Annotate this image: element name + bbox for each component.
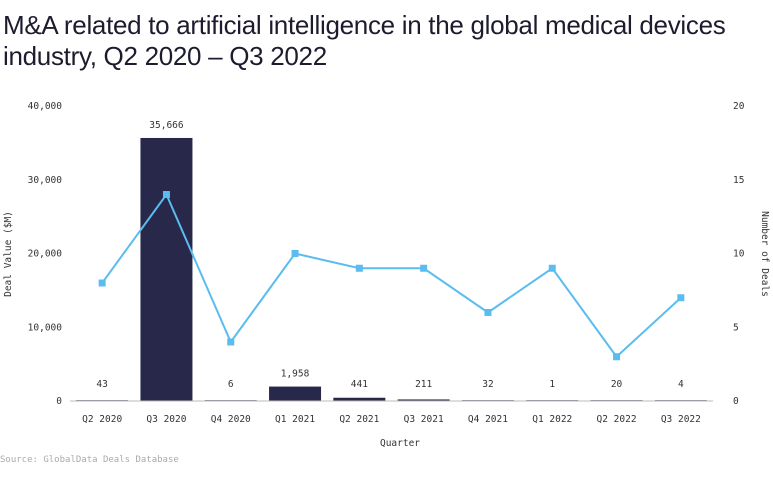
x-tick-label: Q3 2020 <box>146 414 186 425</box>
bar <box>140 137 193 401</box>
deals-point <box>291 250 299 257</box>
deals-point <box>162 191 170 198</box>
y-tick-label: 40,000 <box>28 101 63 112</box>
deals-point <box>420 264 428 272</box>
deals-point <box>613 353 621 361</box>
bar <box>333 397 386 401</box>
deals-point <box>677 294 685 302</box>
bar <box>397 399 450 401</box>
x-tick-label: Q1 2022 <box>532 414 572 425</box>
y-tick-label: 20,000 <box>28 249 63 260</box>
line-series-group <box>98 191 685 361</box>
deals-point <box>227 338 235 346</box>
y-tick-label: 0 <box>56 396 62 407</box>
deals-line <box>101 192 682 359</box>
chart-title: M&A related to artificial intelligence i… <box>3 10 726 71</box>
bar-value-label: 43 <box>96 379 107 390</box>
deals-point <box>548 264 556 272</box>
x-tick-label: Q2 2022 <box>597 414 637 425</box>
bar-value-label: 1,958 <box>281 369 310 380</box>
bar <box>269 386 322 401</box>
x-tick-label: Q3 2021 <box>404 414 444 425</box>
bar-value-label: 211 <box>415 379 432 390</box>
y2-axis-label: Number of Deals <box>759 211 770 297</box>
y-axis-label: Deal Value ($M) <box>3 211 14 297</box>
right-axis-ticks: 0 5 10 15 20 <box>733 101 745 407</box>
bars-group <box>76 137 707 401</box>
source-note: Source: GlobalData Deals Database <box>0 455 179 465</box>
bar-value-label: 32 <box>482 379 493 390</box>
bar-value-label: 20 <box>611 379 623 390</box>
x-tick-label: Q3 2022 <box>661 414 701 425</box>
bar-labels-group: 43 35,666 6 1,958 441 211 32 1 20 4 <box>96 120 684 390</box>
x-tick-label: Q1 2021 <box>275 414 315 425</box>
y2-tick-label: 10 <box>733 249 745 260</box>
y2-tick-label: 15 <box>733 175 744 186</box>
x-tick-label: Q4 2021 <box>468 414 508 425</box>
bar-value-label: 35,666 <box>149 120 184 131</box>
bar-value-label: 441 <box>351 379 368 390</box>
y-tick-label: 30,000 <box>28 175 63 186</box>
y-tick-label: 10,000 <box>28 322 63 333</box>
bar-value-label: 1 <box>549 379 555 390</box>
x-axis-ticks: Q2 2020 Q3 2020 Q4 2020 Q1 2021 Q2 2021 Q3 20… <box>82 414 701 425</box>
x-tick-label: Q2 2020 <box>82 414 122 425</box>
deals-point <box>484 309 492 316</box>
x-tick-label: Q2 2021 <box>339 414 379 425</box>
x-axis-label: Quarter <box>380 438 420 449</box>
y2-tick-label: 20 <box>733 101 745 112</box>
y2-tick-label: 5 <box>733 322 739 333</box>
bar-value-label: 4 <box>678 379 684 390</box>
x-tick-label: Q4 2020 <box>211 414 251 425</box>
deals-point <box>355 264 363 272</box>
left-axis-ticks: 0 10,000 20,000 30,000 40,000 <box>28 101 63 407</box>
y2-tick-label: 0 <box>733 396 739 407</box>
bar-value-label: 6 <box>228 379 234 390</box>
deals-point <box>98 279 106 287</box>
